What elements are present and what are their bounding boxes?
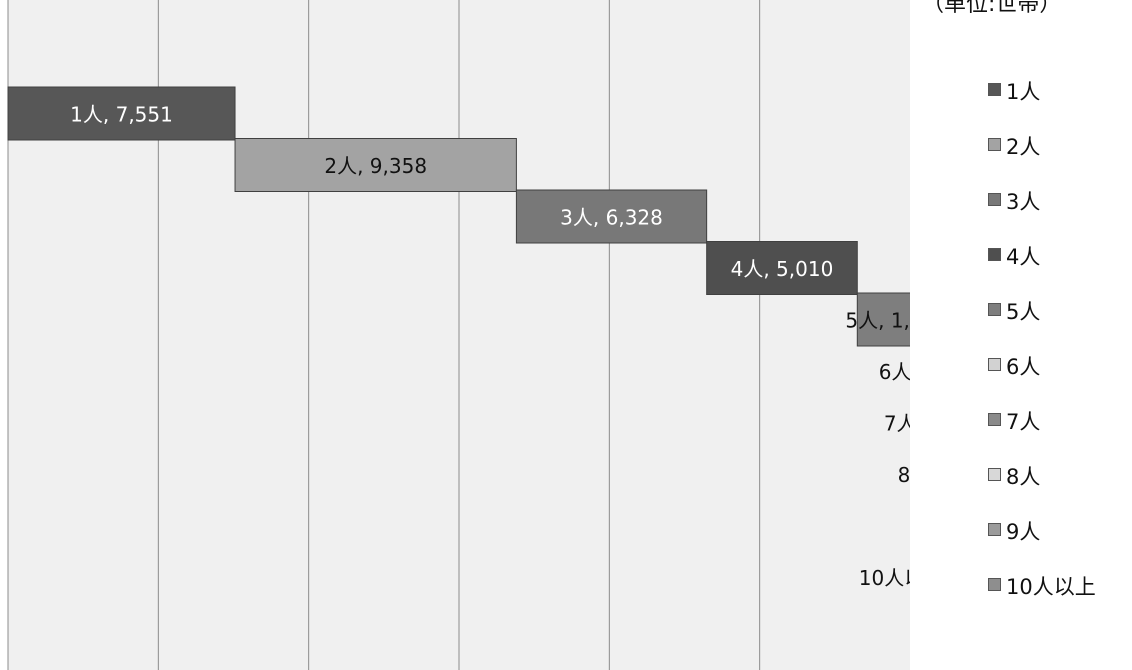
legend-swatch — [988, 303, 1001, 316]
bar-2 — [234, 138, 517, 192]
data-label-4: 4人, 5,010 — [731, 257, 834, 281]
legend-swatch — [988, 83, 1001, 96]
data-label-8: 8人, 34 — [898, 463, 910, 487]
legend-label: 2人 — [1006, 135, 1041, 159]
data-label-2: 2人, 9,358 — [324, 154, 427, 178]
legend-item-6: 6人 — [988, 351, 1096, 406]
data-label-1: 1人, 7,551 — [70, 103, 173, 127]
data-labels: 1人, 7,551 2人, 9,358 3人, 6,328 4人, 5,010 5人, … — [70, 103, 910, 591]
legend-swatch — [988, 193, 1001, 206]
legend-item-5: 5人 — [988, 296, 1096, 351]
bar-4 — [706, 241, 858, 295]
bars — [7, 86, 910, 347]
legend-label: 3人 — [1006, 190, 1041, 214]
legend-label: 7人 — [1006, 410, 1041, 434]
legend-item-1: 1人 — [988, 76, 1096, 131]
legend-label: 4人 — [1006, 245, 1041, 269]
bar-1 — [7, 86, 236, 141]
legend-item-4: 4人 — [988, 241, 1096, 296]
legend-swatch — [988, 138, 1001, 151]
legend: 1人 2人 3人 4人 5人 6人 7人 8人 9人 10人以上 — [988, 76, 1096, 626]
legend-item-10: 10人以上 — [988, 571, 1096, 626]
legend-swatch — [988, 413, 1001, 426]
legend-label: 8人 — [1006, 465, 1041, 489]
bar-5 — [856, 292, 910, 347]
legend-item-3: 3人 — [988, 186, 1096, 241]
legend-swatch — [988, 523, 1001, 536]
legend-label: 1人 — [1006, 80, 1041, 104]
legend-label: 10人以上 — [1006, 575, 1096, 599]
legend-swatch — [988, 248, 1001, 261]
data-label-7: 7人, 170 — [884, 412, 910, 436]
legend-swatch — [988, 358, 1001, 371]
waterfall-chart: 1人, 7,551 2人, 9,358 3人, 6,328 4人, 5,010 5人, … — [7, 0, 910, 670]
legend-label: 9人 — [1006, 520, 1041, 544]
legend-item-9: 9人 — [988, 516, 1096, 571]
legend-label: 5人 — [1006, 300, 1041, 324]
legend-item-2: 2人 — [988, 131, 1096, 186]
bar-3 — [515, 189, 708, 244]
data-label-3: 3人, 6,328 — [560, 206, 663, 230]
data-label-6: 6人, 473 — [879, 360, 910, 384]
legend-swatch — [988, 468, 1001, 481]
data-label-10: 10人以上, 3 — [859, 566, 910, 590]
legend-item-7: 7人 — [988, 406, 1096, 461]
legend-swatch — [988, 578, 1001, 591]
legend-label: 6人 — [1006, 355, 1041, 379]
legend-item-8: 8人 — [988, 461, 1096, 516]
data-label-5: 5人, 1,823 — [845, 309, 910, 333]
unit-label: （単位:世帯） — [922, 0, 1062, 17]
